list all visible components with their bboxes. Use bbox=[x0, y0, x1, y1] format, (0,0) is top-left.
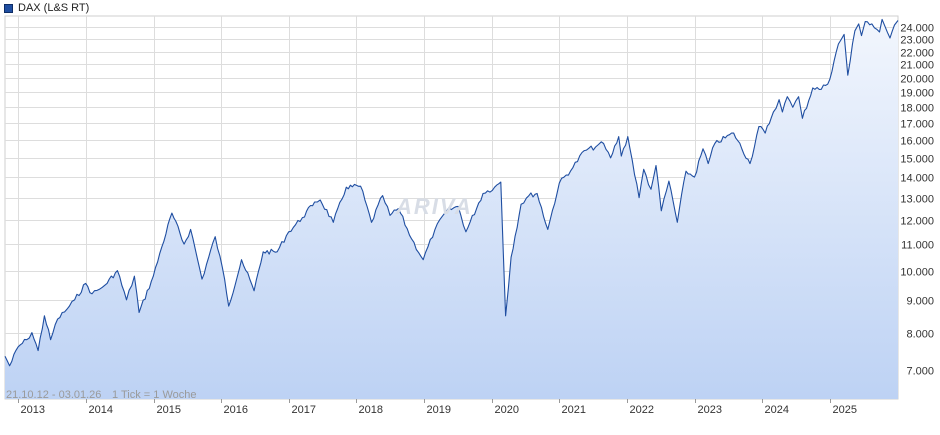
legend: DAX (L&S RT) bbox=[4, 1, 89, 15]
y-tick-label: 9.000 bbox=[906, 296, 934, 308]
y-tick-label: 11.000 bbox=[901, 240, 934, 252]
date-range-label: 21.10.12 - 03.01.26 bbox=[6, 389, 101, 401]
x-tick-label: 2024 bbox=[765, 404, 789, 416]
x-tick-label: 2017 bbox=[292, 404, 316, 416]
y-tick-label: 24.000 bbox=[900, 23, 934, 35]
y-tick-label: 8.000 bbox=[906, 329, 934, 341]
dax-series-line bbox=[4, 18, 899, 367]
y-tick-label: 23.000 bbox=[900, 35, 934, 47]
legend-label: DAX (L&S RT) bbox=[18, 2, 90, 14]
y-tick-label: 16.000 bbox=[900, 136, 934, 148]
watermark: ARIVA bbox=[395, 194, 473, 219]
y-tick-label: 21.000 bbox=[900, 60, 934, 72]
x-tick-label: 2018 bbox=[359, 404, 383, 416]
x-tick-label: 2020 bbox=[495, 404, 519, 416]
x-tick-label: 2025 bbox=[833, 404, 857, 416]
x-tick-label: 2013 bbox=[21, 404, 45, 416]
x-tick-label: 2022 bbox=[630, 404, 654, 416]
x-tick-label: 2021 bbox=[562, 404, 586, 416]
y-tick-label: 15.000 bbox=[900, 154, 934, 166]
y-tick-label: 13.000 bbox=[900, 194, 934, 206]
y-axis: 7.000 8.000 9.000 10.000 11.000 12.000 13.000 1… bbox=[900, 23, 934, 378]
y-tick-label: 14.000 bbox=[900, 173, 934, 185]
legend-swatch bbox=[4, 3, 13, 13]
y-tick-label: 22.000 bbox=[900, 48, 934, 60]
x-axis: 2013 2014 2015 2016 2017 2018 2019 2020 2021 2022… bbox=[21, 404, 857, 416]
tick-info-label: 1 Tick = 1 Woche bbox=[112, 389, 196, 401]
y-tick-label: 12.000 bbox=[900, 216, 934, 228]
x-tick-label: 2014 bbox=[89, 404, 113, 416]
y-tick-label: 20.000 bbox=[900, 74, 934, 86]
y-tick-label: 10.000 bbox=[900, 267, 934, 279]
y-tick-label: 18.000 bbox=[900, 103, 934, 115]
y-tick-label: 17.000 bbox=[900, 119, 934, 131]
y-tick-label: 19.000 bbox=[900, 88, 934, 100]
y-tick-label: 7.000 bbox=[906, 366, 934, 378]
x-tick-label: 2023 bbox=[698, 404, 722, 416]
x-tick-label: 2016 bbox=[224, 404, 248, 416]
x-tick-label: 2019 bbox=[427, 404, 451, 416]
x-tick-label: 2015 bbox=[157, 404, 181, 416]
